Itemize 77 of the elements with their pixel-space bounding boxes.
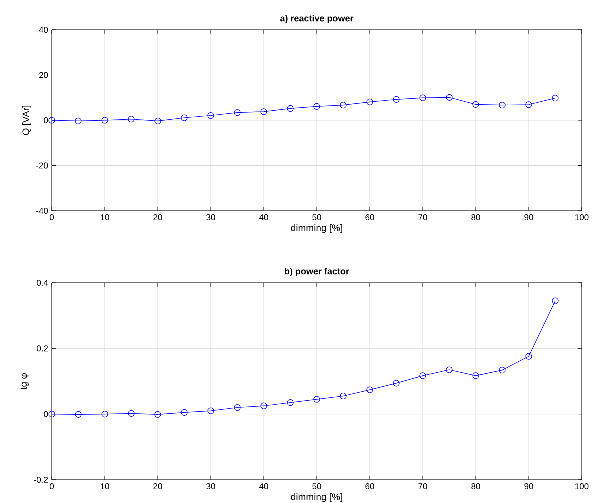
x-tick-label: 80 (472, 214, 480, 221)
x-tick-label: 70 (418, 484, 428, 490)
y-tick-label: 0.2 (36, 346, 48, 352)
point (526, 102, 532, 108)
x-axis-title: dimming [%] (291, 224, 342, 234)
x-tick-label: 100 (576, 214, 589, 221)
point (75, 411, 82, 418)
point (260, 402, 268, 410)
point (472, 372, 480, 380)
point (208, 408, 214, 414)
point (340, 392, 347, 400)
chart-title: a) reactive power (280, 15, 354, 24)
point (446, 94, 453, 101)
point (48, 411, 56, 418)
y-tick-label: 0 (44, 117, 48, 124)
point (366, 98, 374, 106)
point (154, 411, 162, 418)
point (75, 118, 82, 124)
y-axis-title: tg φ (20, 374, 29, 390)
point (393, 96, 400, 103)
y-axis-title: Q [VAr] (22, 106, 32, 136)
point (552, 298, 559, 304)
x-tick-label: 0 (50, 214, 54, 221)
point (48, 117, 56, 124)
x-tick-label: 20 (154, 214, 162, 221)
point (234, 404, 241, 412)
point (420, 372, 426, 380)
x-tick-label: 90 (524, 484, 534, 490)
point (287, 400, 294, 406)
x-tick-label: 40 (259, 484, 268, 490)
x-tick-label: 30 (206, 484, 216, 490)
y-tick-label: 0.4 (36, 280, 48, 286)
point (340, 102, 347, 109)
point (526, 353, 532, 360)
y-tick-label: 0 (44, 411, 48, 418)
x-tick-label: 40 (259, 214, 268, 221)
x-tick-label: 10 (100, 214, 110, 221)
x-tick-label: 90 (524, 214, 534, 221)
x-tick-label: 30 (206, 214, 216, 221)
x-tick-label: 50 (312, 214, 322, 221)
point (260, 108, 268, 116)
point (287, 105, 294, 112)
point (552, 95, 559, 102)
point (499, 102, 506, 109)
x-tick-label: 20 (154, 484, 162, 490)
point (181, 409, 188, 416)
point (181, 114, 188, 122)
point (366, 386, 374, 394)
y-tick-label: 40 (39, 26, 48, 33)
y-tick-label: 20 (39, 72, 48, 78)
point (446, 366, 453, 374)
chart-title: b) power factor (285, 268, 350, 276)
x-tick-label: 50 (312, 484, 322, 490)
point (314, 103, 320, 110)
x-tick-label: 100 (576, 484, 589, 490)
point (154, 118, 162, 124)
x-tick-label: 80 (472, 484, 480, 490)
point (102, 117, 108, 124)
point (420, 94, 426, 102)
point (128, 410, 135, 417)
x-axis-title: dimming [%] (291, 493, 342, 502)
point (499, 367, 506, 374)
point (128, 116, 135, 123)
point (208, 112, 214, 120)
x-tick-label: 0 (50, 484, 54, 490)
x-tick-label: 60 (366, 214, 374, 221)
x-tick-label: 10 (100, 484, 110, 490)
x-tick-label: 60 (366, 484, 374, 490)
point (393, 380, 400, 387)
x-tick-label: 70 (418, 214, 428, 221)
y-tick-label: -20 (36, 162, 48, 169)
point (234, 110, 241, 116)
y-tick-label: -0.2 (34, 476, 48, 483)
y-tick-label: -40 (36, 208, 48, 214)
point (472, 101, 480, 108)
point (102, 411, 108, 418)
point (314, 396, 320, 403)
